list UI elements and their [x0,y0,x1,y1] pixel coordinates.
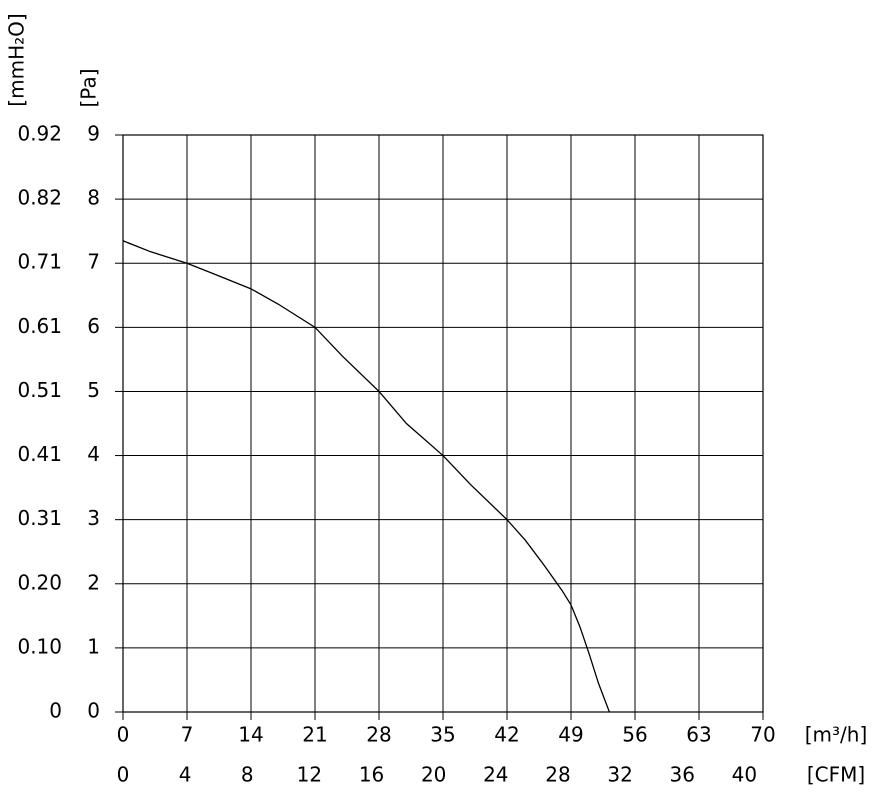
x2-tick-label: 20 [421,763,446,787]
curve [122,240,611,713]
x2-tick-label: 32 [607,763,632,787]
x2-tick-label: 4 [179,763,192,787]
x-tick-label: 7 [181,723,194,747]
y-tick-label: 6 [87,314,100,338]
x-tick-label: 0 [117,723,130,747]
x-tick-label: 42 [494,723,519,747]
x2-tick-label: 24 [483,763,508,787]
x-tick-label: 28 [366,723,391,747]
x-tick-label: 56 [622,723,647,747]
y-tick-label: 8 [87,186,100,210]
y2-axis-label: [mmH₂O] [5,13,29,106]
y-tick-label: 7 [87,250,100,274]
x2-tick-label: 16 [359,763,384,787]
y-tick-label: 3 [87,506,100,530]
x-tick-label: 21 [302,723,327,747]
y-tick-label: 4 [87,442,100,466]
y-axis-label: [Pa] [77,68,101,107]
y-tick-label: 9 [87,122,100,146]
y2-tick-label: 0.92 [17,122,62,146]
x-tick-label: 70 [750,723,775,747]
y-tick-label: 5 [87,378,100,402]
y2-tick-label: 0 [49,699,62,723]
y-tick-label: 0 [87,699,100,723]
x-tick-label: 49 [558,723,583,747]
x-tick-label: 35 [430,723,455,747]
y2-tick-label: 0.82 [17,186,62,210]
x-tick-label: 14 [238,723,263,747]
y2-tick-label: 0.61 [17,314,62,338]
x-axis-label: [m³/h] [805,723,868,747]
x2-tick-label: 8 [241,763,254,787]
y2-tick-label: 0.51 [17,378,62,402]
x2-tick-label: 0 [117,763,130,787]
y2-tick-label: 0.10 [17,634,62,658]
y2-tick-label: 0.20 [17,570,62,594]
plot-frame [122,134,764,713]
x2-axis-label: [CFM] [807,763,865,787]
y2-tick-label: 0.31 [17,506,62,530]
x2-tick-label: 40 [732,763,757,787]
y2-tick-label: 0.41 [17,442,62,466]
x-tick-label: 63 [686,723,711,747]
x2-tick-label: 12 [297,763,322,787]
y-tick-label: 2 [87,570,100,594]
x2-tick-label: 28 [545,763,570,787]
x2-tick-label: 36 [669,763,694,787]
y-tick-label: 1 [87,634,100,658]
y2-tick-label: 0.71 [17,250,62,274]
